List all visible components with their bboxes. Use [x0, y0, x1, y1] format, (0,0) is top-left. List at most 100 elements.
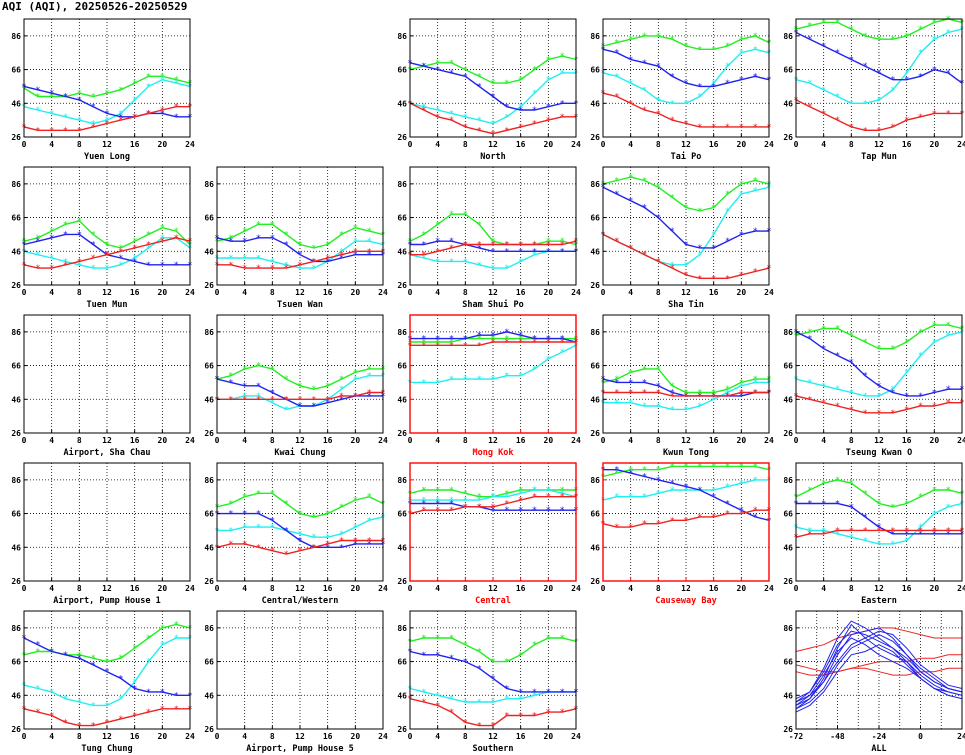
x-tick-label: 8 [77, 140, 82, 149]
y-tick-label: 46 [783, 99, 793, 108]
y-tick-label: 66 [204, 510, 214, 519]
x-tick-label: 0 [601, 288, 606, 297]
data-point: * [642, 472, 647, 482]
data-point: * [862, 513, 867, 523]
data-point: * [311, 257, 316, 267]
data-point: * [366, 537, 371, 547]
y-tick-label: 46 [11, 543, 21, 552]
data-point: * [697, 123, 702, 133]
x-tick-label: 4 [435, 732, 440, 741]
data-point: * [752, 462, 757, 472]
data-point: * [683, 389, 688, 399]
x-tick-label: 12 [488, 140, 498, 149]
x-tick-label: 12 [102, 288, 112, 297]
data-point: * [849, 99, 854, 109]
data-point: * [904, 116, 909, 126]
data-point: * [449, 338, 454, 348]
data-point: * [476, 241, 481, 251]
x-tick-label: 24 [571, 288, 581, 297]
data-point: * [711, 389, 716, 399]
x-tick-label: 24 [378, 732, 388, 741]
data-point: * [449, 708, 454, 718]
data-point: * [476, 503, 481, 513]
data-point: * [807, 335, 812, 345]
data-point: * [146, 244, 151, 254]
data-point: * [669, 227, 674, 237]
x-tick-label: 12 [295, 288, 305, 297]
series-line-blue [410, 331, 577, 343]
data-point: * [173, 261, 178, 271]
data-point: * [160, 234, 165, 244]
x-tick-label: 12 [488, 584, 498, 593]
data-point: * [449, 341, 454, 351]
data-point: * [77, 217, 82, 227]
data-point: * [160, 72, 165, 82]
data-point: * [463, 257, 468, 267]
series-line-green [216, 492, 384, 518]
y-tick-label: 86 [11, 476, 21, 485]
data-point: * [835, 351, 840, 361]
data-point: * [518, 496, 523, 506]
data-point: * [614, 466, 619, 476]
data-point: * [421, 499, 426, 509]
data-point: * [353, 375, 358, 385]
x-tick-label: 12 [102, 436, 112, 445]
data-point: * [132, 257, 137, 267]
series-line-blue [23, 637, 190, 696]
series-line-blue [410, 240, 576, 253]
panel-sha-tin: * * * **** * *** * ****** * ***** * ******** * *** * **… [590, 166, 774, 310]
data-point: * [669, 486, 674, 496]
data-point: * [476, 698, 481, 708]
data-point: * [449, 109, 454, 119]
data-point: * [421, 335, 426, 345]
data-point: * [228, 526, 233, 536]
y-tick-label: 86 [11, 624, 21, 633]
data-point: * [77, 654, 82, 664]
series-line-blue [410, 502, 576, 511]
x-tick-label: 24 [957, 584, 965, 593]
data-point: * [669, 392, 674, 402]
data-point: * [932, 35, 937, 45]
data-point: * [421, 230, 426, 240]
series-line-red [602, 509, 769, 528]
data-point: * [918, 526, 923, 536]
data-point: * [490, 264, 495, 274]
data-point: * [628, 244, 633, 254]
data-point: * [283, 526, 288, 536]
data-point: * [63, 718, 68, 728]
data-point: * [683, 241, 688, 251]
data-point: * [904, 537, 909, 547]
x-tick-label: 12 [681, 584, 691, 593]
data-point: * [339, 385, 344, 395]
data-point: * [160, 641, 165, 651]
panel-title: Tuen Mun [87, 300, 128, 310]
series-line-red [603, 391, 769, 397]
data-point: * [849, 55, 854, 65]
x-tick-label: 24 [764, 288, 774, 297]
data-point: * [628, 197, 633, 207]
data-point: * [160, 688, 165, 698]
data-point: * [932, 530, 937, 540]
data-point: * [614, 493, 619, 503]
data-point: * [711, 244, 716, 254]
data-point: * [173, 79, 178, 89]
data-point: * [683, 516, 688, 526]
data-point: * [546, 355, 551, 365]
x-tick-label: 4 [628, 140, 633, 149]
data-point: * [160, 224, 165, 234]
y-tick-label: 66 [783, 66, 793, 75]
data-point: * [642, 176, 647, 186]
series-line-blue [217, 512, 383, 548]
data-point: * [146, 241, 151, 251]
data-point: * [118, 109, 123, 119]
data-point: * [904, 405, 909, 415]
x-tick-label: 24 [957, 140, 965, 149]
data-point: * [353, 392, 358, 402]
data-point: * [532, 106, 537, 116]
data-point: * [532, 493, 537, 503]
data-point: * [339, 247, 344, 257]
data-point: * [476, 244, 481, 254]
data-point: * [890, 76, 895, 86]
data-point: * [476, 82, 481, 92]
data-point: * [421, 496, 426, 506]
